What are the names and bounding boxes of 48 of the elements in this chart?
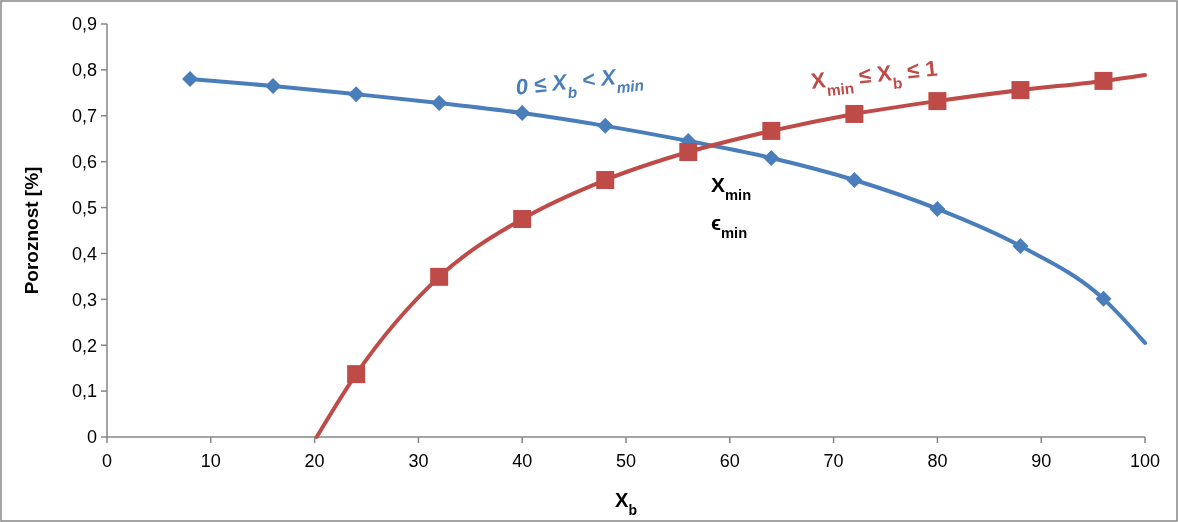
x-tick-label: 80 (927, 451, 948, 471)
x-tick-label: 100 (1129, 451, 1161, 471)
point (182, 71, 199, 88)
x-tick-label: 10 (200, 451, 221, 471)
point (928, 92, 947, 111)
point (597, 117, 614, 134)
x-tick-label: 90 (1031, 451, 1052, 471)
x-tick-label: 50 (615, 451, 637, 471)
y-tick-label: 0,3 (71, 289, 97, 310)
point (1094, 71, 1113, 90)
point (679, 143, 698, 162)
x-tick-label: 40 (512, 451, 533, 471)
point (347, 365, 366, 384)
y-tick-label: 0,7 (71, 106, 97, 127)
point (431, 94, 448, 111)
point (1095, 290, 1112, 307)
y-tick-label: 0,8 (71, 60, 97, 81)
y-tick-label: 0,9 (71, 14, 97, 35)
point (929, 200, 946, 217)
text: 0 ≤ X$_{b}$ < X$_{min}$ (514, 64, 645, 101)
point (513, 210, 532, 229)
y-axis-title: Poroznost [%] (21, 166, 42, 295)
point (1012, 238, 1029, 255)
point (514, 105, 531, 122)
y-tick-label: 0,6 (71, 151, 97, 172)
annotation: X$_{min}$ (711, 173, 752, 203)
x-tick-label: 0 (101, 451, 113, 471)
y-tick-label: 0,4 (71, 243, 97, 264)
point (265, 77, 282, 94)
x-axis-title: X$_{b}$ (615, 489, 637, 518)
text: X$_{min}$ ≤ X$_{b}$ ≤ 1 (809, 55, 939, 99)
point (348, 86, 365, 103)
point (845, 104, 864, 123)
x-tick-label: 20 (304, 451, 325, 471)
y-tick-label: 0,2 (71, 335, 97, 356)
x-tick-label: 70 (823, 451, 844, 471)
point (596, 171, 615, 190)
x-tick-label: 60 (719, 451, 740, 471)
point (430, 267, 449, 286)
point (1011, 81, 1030, 100)
point (763, 150, 780, 166)
y-tick-label: 0 (86, 427, 97, 448)
point (846, 172, 863, 189)
y-tick-label: 0,1 (71, 381, 97, 402)
annotation: ϵ$_{min}$ (711, 211, 748, 241)
point (762, 121, 781, 140)
x-tick-label: 30 (408, 451, 429, 471)
y-tick-label: 0,5 (71, 197, 97, 218)
